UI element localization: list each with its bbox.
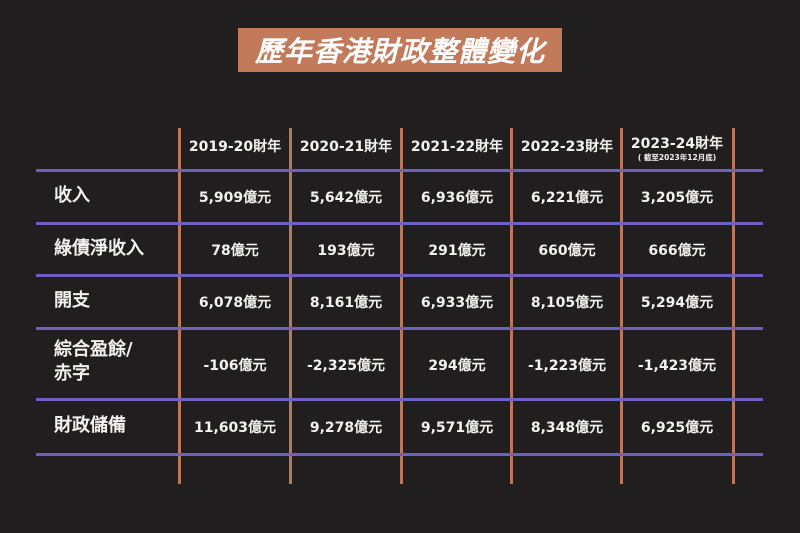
- table-cell: 9,571億元: [420, 420, 494, 436]
- column-header: 2020-21財年: [299, 139, 393, 155]
- table-cell: 193億元: [317, 243, 375, 259]
- table-cell: 294億元: [428, 358, 486, 374]
- table-cell: -1,223億元: [527, 358, 607, 374]
- row-divider: [36, 222, 763, 225]
- column-divider: [620, 128, 623, 484]
- column-header: 2019-20財年: [188, 139, 282, 155]
- column-header-note: ( 截至2023年12月底): [637, 153, 717, 162]
- column-divider: [510, 128, 513, 484]
- row-label: 財政儲備: [54, 415, 126, 436]
- table-cell: 8,348億元: [530, 420, 604, 436]
- table-cell: 9,278億元: [309, 420, 383, 436]
- table-cell: 8,105億元: [530, 295, 604, 311]
- column-header: 2023-24財年 ( 截至2023年12月底): [623, 133, 731, 167]
- table-cell: -1,423億元: [637, 358, 717, 374]
- table-cell: -106億元: [203, 358, 267, 374]
- row-divider: [36, 327, 763, 330]
- table-cell: 5,642億元: [309, 190, 383, 206]
- column-divider: [732, 128, 735, 484]
- table-cell: 11,603億元: [193, 420, 277, 436]
- table-cell: 666億元: [648, 243, 706, 259]
- table-cell: 6,936億元: [420, 190, 494, 206]
- table-cell: 6,933億元: [420, 295, 494, 311]
- row-label: 綠債淨收入: [54, 238, 144, 259]
- row-divider: [36, 453, 763, 456]
- column-header: 2022-23財年: [520, 139, 614, 155]
- row-divider: [36, 169, 763, 172]
- page-title: 歷年香港財政整體變化: [254, 35, 545, 68]
- row-label: 收入: [54, 185, 90, 206]
- table-cell: 5,294億元: [640, 295, 714, 311]
- table-cell: 6,221億元: [530, 190, 604, 206]
- row-label: 開支: [54, 290, 90, 311]
- row-divider: [36, 274, 763, 277]
- table-cell: 3,205億元: [640, 190, 714, 206]
- column-header: 2021-22財年: [410, 139, 504, 155]
- title-banner: 歷年香港財政整體變化: [238, 28, 562, 72]
- table-cell: 291億元: [428, 243, 486, 259]
- table-cell: 5,909億元: [198, 190, 272, 206]
- table-cell: 8,161億元: [309, 295, 383, 311]
- column-divider: [178, 128, 181, 484]
- table-cell: 660億元: [538, 243, 596, 259]
- table-cell: 78億元: [211, 243, 259, 259]
- row-label: 綜合盈餘/ 赤字: [54, 339, 133, 384]
- table-cell: 6,078億元: [198, 295, 272, 311]
- table-cell: 6,925億元: [640, 420, 714, 436]
- column-divider: [289, 128, 292, 484]
- table-cell: -2,325億元: [306, 358, 386, 374]
- row-divider: [36, 398, 763, 401]
- column-divider: [400, 128, 403, 484]
